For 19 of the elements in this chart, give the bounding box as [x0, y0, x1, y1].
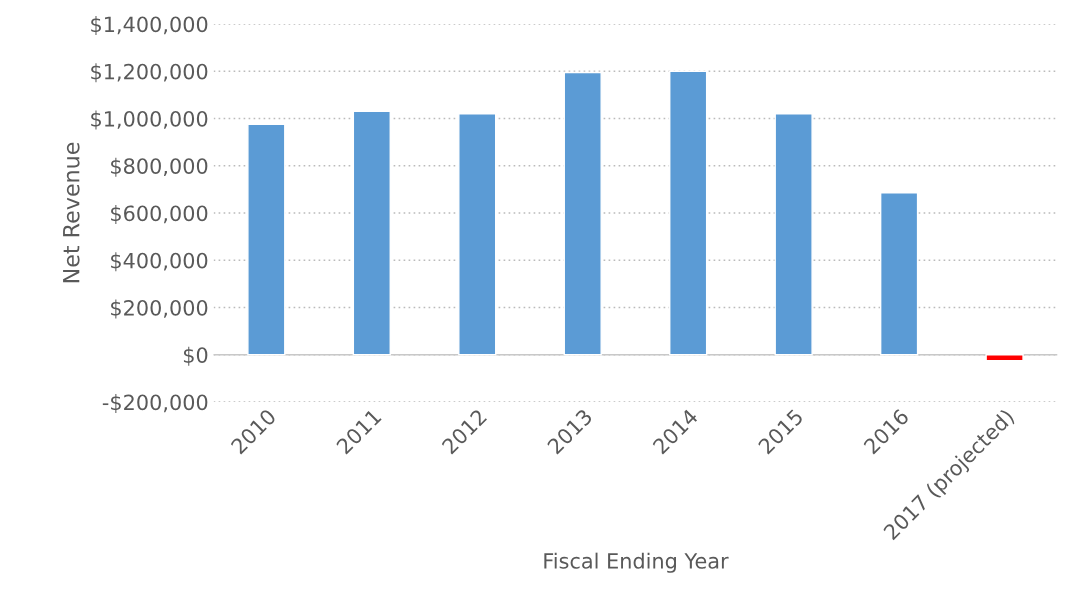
y-tick-label: $400,000 [111, 252, 208, 272]
y-tick-label: $1,200,000 [91, 63, 208, 83]
bar [774, 113, 813, 356]
bar [458, 113, 497, 356]
y-tick-label: $0 [183, 346, 208, 366]
y-tick-label: $1,400,000 [91, 16, 208, 35]
bar [247, 123, 286, 356]
y-tick-label: $200,000 [111, 299, 208, 319]
y-tick-label: $800,000 [111, 157, 208, 177]
bar [669, 70, 708, 356]
y-tick-label: -$200,000 [102, 394, 208, 413]
x-axis-title: Fiscal Ending Year [544, 552, 729, 573]
y-tick-label: $1,000,000 [91, 110, 208, 130]
bar [985, 354, 1024, 362]
y-axis-title: Net Revenue [63, 142, 80, 283]
bar [879, 192, 919, 356]
y-tick-label: $600,000 [111, 205, 208, 224]
bar [352, 110, 391, 356]
bar [563, 71, 602, 356]
